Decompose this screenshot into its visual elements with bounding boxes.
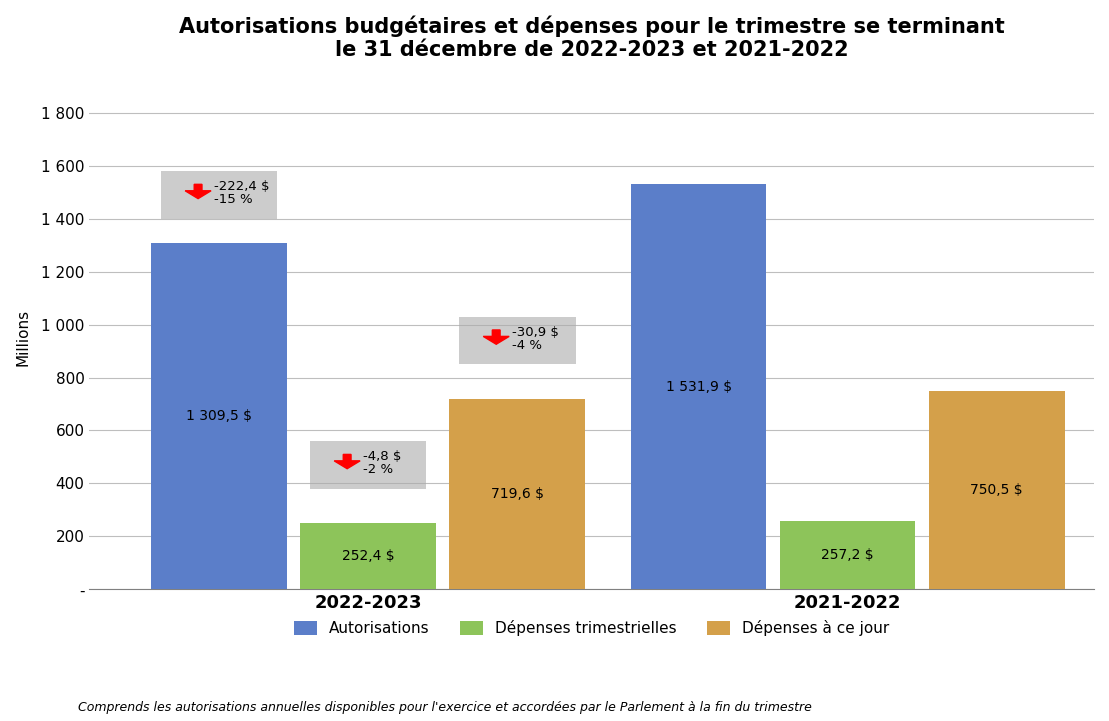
Text: -4 %: -4 % <box>512 339 542 352</box>
Bar <box>459 317 576 364</box>
Bar <box>780 521 915 589</box>
Text: -15 %: -15 % <box>214 193 253 206</box>
Y-axis label: Millions: Millions <box>16 309 30 366</box>
Bar <box>301 523 436 589</box>
Text: 257,2 $: 257,2 $ <box>822 548 874 562</box>
Text: -2 %: -2 % <box>364 463 394 476</box>
Legend: Autorisations, Dépenses trimestrielles, Dépenses à ce jour: Autorisations, Dépenses trimestrielles, … <box>287 614 896 642</box>
Text: 1 531,9 $: 1 531,9 $ <box>665 379 732 394</box>
Text: 719,6 $: 719,6 $ <box>490 487 543 501</box>
Bar <box>449 399 584 589</box>
Bar <box>161 171 277 218</box>
Text: 252,4 $: 252,4 $ <box>342 549 395 563</box>
Bar <box>309 441 427 489</box>
Bar <box>151 242 287 589</box>
Text: -4,8 $: -4,8 $ <box>364 451 401 464</box>
FancyArrow shape <box>334 454 360 469</box>
Title: Autorisations budgétaires et dépenses pour le trimestre se terminant
le 31 décem: Autorisations budgétaires et dépenses po… <box>179 15 1005 60</box>
Text: Comprends les autorisations annuelles disponibles pour l'exercice et accordées p: Comprends les autorisations annuelles di… <box>78 701 812 714</box>
FancyArrow shape <box>484 330 509 344</box>
FancyArrow shape <box>185 185 211 198</box>
Text: -30,9 $: -30,9 $ <box>512 326 559 339</box>
Text: 1 309,5 $: 1 309,5 $ <box>186 409 252 423</box>
Bar <box>631 184 766 589</box>
Text: -222,4 $: -222,4 $ <box>214 180 269 193</box>
Bar <box>929 391 1065 589</box>
Text: 750,5 $: 750,5 $ <box>970 483 1024 497</box>
